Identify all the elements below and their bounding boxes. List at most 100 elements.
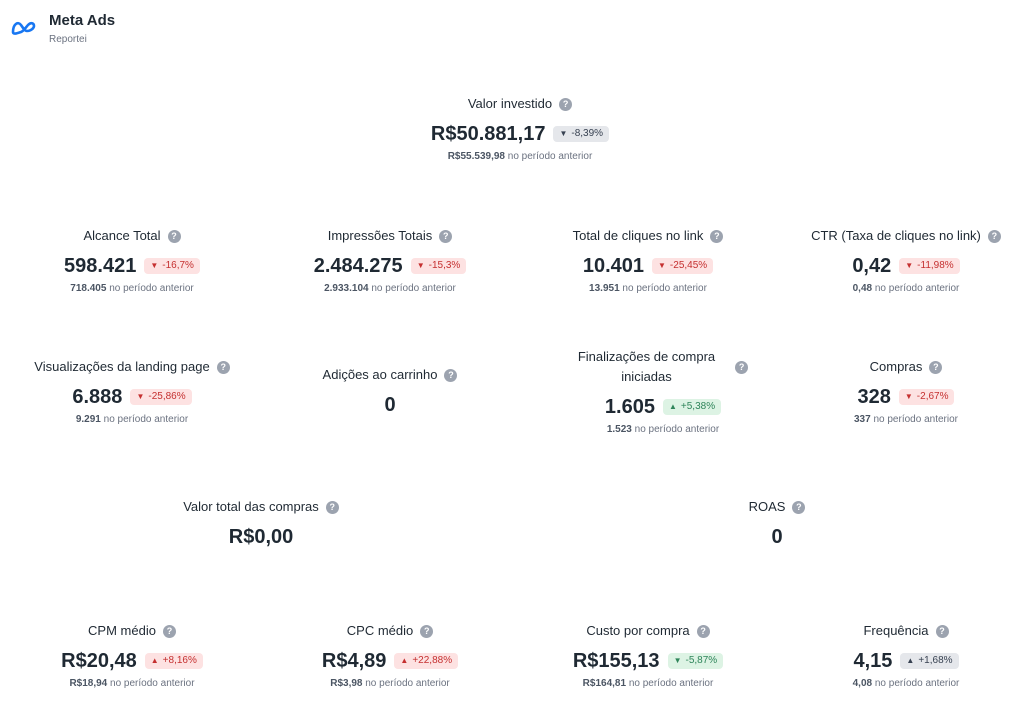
metric-custo-por-compra: Custo por compra? R$155,13 ▼ -5,87% R$164… [548,621,748,689]
metric-value: 2.484.275 [313,255,403,277]
metric-value: 328 [857,386,891,408]
metric-value: 1.605 [604,396,655,418]
help-icon[interactable]: ? [325,500,339,514]
metric-cpm-medio: CPM médio? R$20,48 ▲ +8,16% R$18,94 no pe… [32,621,232,689]
metric-label: CPM médio [88,623,156,638]
change-badge: ▲ +1,68% [900,653,959,669]
arrow-down-icon: ▼ [905,261,914,270]
previous-period: 13.951 no período anterior [589,283,707,294]
metric-label: Finalizações de compra iniciadas [577,349,716,384]
previous-period: R$3,98 no período anterior [330,678,450,689]
metric-label: CTR (Taxa de cliques no link) [811,228,981,243]
metric-label: Custo por compra [586,623,690,638]
metric-label: Total de cliques no link [572,228,704,243]
metric-valor-investido: Valor investido? R$50.881,17 ▼ -8,39% R$5… [370,94,670,162]
metric-ctr: CTR (Taxa de cliques no link)? 0,42 ▼ -11… [796,226,1016,294]
meta-logo-icon [11,21,36,35]
change-badge: ▼ -11,98% [899,258,960,274]
previous-period: 718.405 no período anterior [70,283,194,294]
metric-label: ROAS [748,499,786,514]
metric-label: Visualizações da landing page [34,359,210,374]
change-badge: ▼ -16,7% [144,258,200,274]
arrow-down-icon: ▼ [150,261,159,270]
metric-label: Impressões Totais [327,228,433,243]
metric-label: Alcance Total [83,228,161,243]
arrow-up-icon: ▲ [668,402,677,411]
previous-period: 2.933.104 no período anterior [324,283,456,294]
metric-value: R$20,48 [61,650,137,672]
metric-cpc-medio: CPC médio? R$4,89 ▲ +22,88% R$3,98 no per… [290,621,490,689]
help-icon[interactable]: ? [559,97,573,111]
help-icon[interactable]: ? [167,229,181,243]
metric-alcance-total: Alcance Total? 598.421 ▼ -16,7% 718.405 n… [32,226,232,294]
metric-valor-total-compras: Valor total das compras? R$0,00 [161,497,361,549]
change-badge: ▼ -5,87% [667,653,724,669]
metric-value: R$50.881,17 [430,123,546,145]
arrow-up-icon: ▲ [400,656,409,665]
metric-value: 4,15 [853,650,893,672]
previous-period: R$55.539,98 no período anterior [447,151,593,162]
metric-label: CPC médio [346,623,414,638]
app-title: Meta Ads [49,12,116,29]
previous-period: 337 no período anterior [854,414,958,425]
metric-frequencia: Frequência? 4,15 ▲ +1,68% 4,08 no período… [806,621,1006,689]
help-icon[interactable]: ? [987,229,1001,243]
arrow-down-icon: ▼ [559,129,568,138]
metric-label: Adições ao carrinho [322,367,438,382]
change-badge: ▼ -15,3% [410,258,467,274]
metric-impressoes-totais: Impressões Totais? 2.484.275 ▼ -15,3% 2.9… [290,226,490,294]
metric-adicoes-carrinho: Adições ao carrinho? 0 [290,365,490,417]
help-icon[interactable]: ? [420,624,434,638]
metric-visualizacoes-landing: Visualizações da landing page? 6.888 ▼ -2… [12,357,252,425]
change-badge: ▼ -2,67% [898,389,955,405]
metric-value: 0,42 [852,255,892,277]
arrow-down-icon: ▼ [673,656,682,665]
metric-finalizacoes-compra: Finalizações de compra iniciadas ? 1.605 … [548,347,778,435]
arrow-down-icon: ▼ [904,392,913,401]
metric-value: 598.421 [64,255,137,277]
metric-value: R$0,00 [228,526,294,548]
change-badge: ▲ +22,88% [394,653,459,669]
metric-value: 10.401 [582,255,644,277]
metric-compras: Compras? 328 ▼ -2,67% 337 no período ante… [806,357,1006,425]
metric-cliques-link: Total de cliques no link? 10.401 ▼ -25,45… [548,226,748,294]
report-header: Meta Ads Reportei [10,10,115,45]
change-badge: ▼ -8,39% [553,126,610,142]
help-icon[interactable]: ? [444,368,458,382]
metric-label: Valor investido [467,96,553,111]
metric-label: Frequência [863,623,929,638]
help-icon[interactable]: ? [162,624,176,638]
help-icon[interactable]: ? [216,360,230,374]
metric-value: 0 [771,526,783,548]
previous-period: R$164,81 no período anterior [582,678,714,689]
help-icon[interactable]: ? [792,500,806,514]
metric-value: 0 [384,394,396,416]
previous-period: 1.523 no período anterior [606,424,720,435]
metric-value: R$155,13 [572,650,660,672]
arrow-up-icon: ▲ [150,656,159,665]
metric-label: Compras [869,359,923,374]
metric-label: Valor total das compras [183,499,319,514]
change-badge: ▲ +8,16% [144,653,203,669]
previous-period: R$18,94 no período anterior [69,678,195,689]
arrow-down-icon: ▼ [658,261,666,270]
help-icon[interactable]: ? [439,229,453,243]
previous-period: 4,08 no período anterior [852,678,960,689]
help-icon[interactable]: ? [935,624,949,638]
previous-period: 9.291 no período anterior [75,414,189,425]
help-icon[interactable]: ? [710,229,724,243]
help-icon[interactable]: ? [735,360,749,374]
app-subtitle: Reportei [49,34,87,45]
arrow-down-icon: ▼ [136,392,145,401]
help-icon[interactable]: ? [696,624,710,638]
change-badge: ▼ -25,45% [652,258,714,274]
previous-period: 0,48 no período anterior [852,283,960,294]
change-badge: ▲ +5,38% [662,399,722,415]
help-icon[interactable]: ? [929,360,943,374]
arrow-up-icon: ▲ [906,656,915,665]
change-badge: ▼ -25,86% [130,389,192,405]
arrow-down-icon: ▼ [416,261,425,270]
metric-value: 6.888 [72,386,123,408]
metric-value: R$4,89 [321,650,387,672]
metric-roas: ROAS? 0 [677,497,877,549]
